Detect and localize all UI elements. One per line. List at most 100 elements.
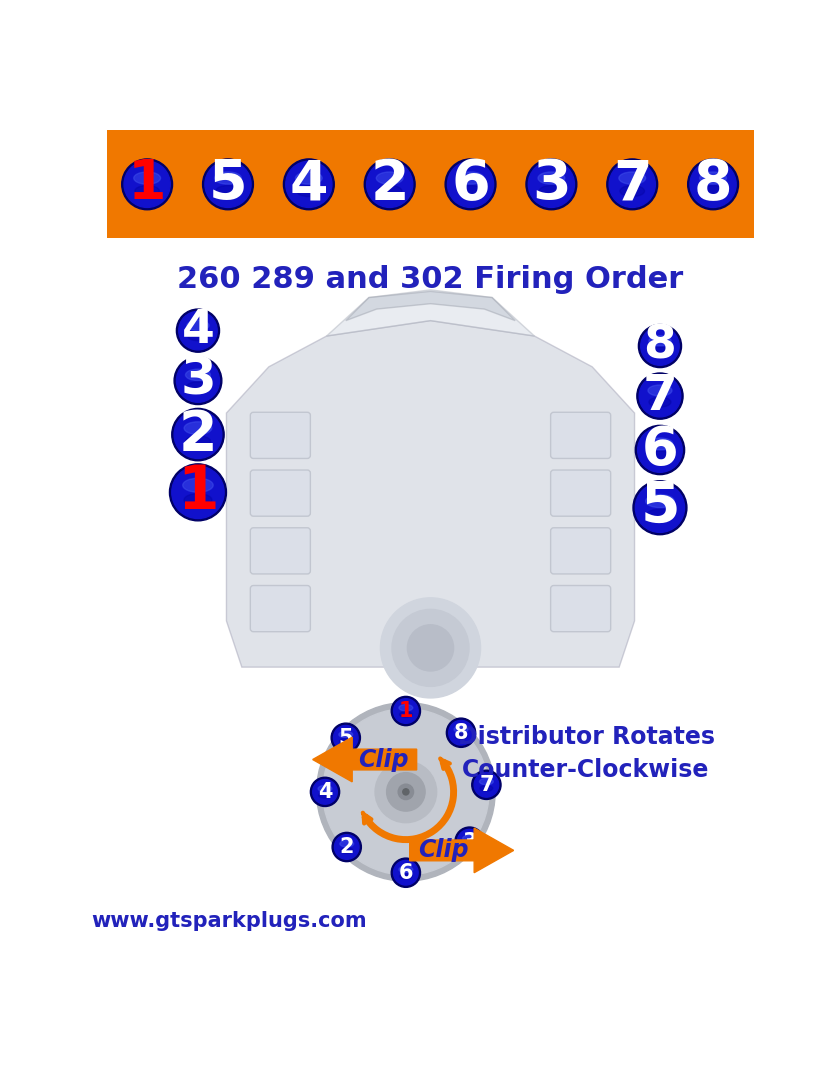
Polygon shape: [410, 828, 514, 873]
Text: 8: 8: [454, 723, 468, 742]
Ellipse shape: [394, 699, 418, 723]
Text: 4: 4: [318, 782, 333, 802]
Ellipse shape: [457, 829, 482, 854]
Text: 1: 1: [128, 158, 166, 211]
Ellipse shape: [648, 336, 671, 346]
Text: 5: 5: [640, 480, 680, 535]
Ellipse shape: [399, 866, 412, 873]
Ellipse shape: [366, 161, 412, 208]
Ellipse shape: [400, 873, 412, 879]
Ellipse shape: [188, 332, 208, 341]
Text: 1: 1: [177, 463, 218, 522]
Ellipse shape: [635, 483, 685, 533]
Ellipse shape: [333, 725, 358, 750]
Ellipse shape: [340, 840, 354, 847]
Ellipse shape: [638, 325, 681, 367]
Text: 7: 7: [479, 775, 494, 795]
FancyBboxPatch shape: [250, 586, 311, 632]
Ellipse shape: [538, 172, 564, 184]
Ellipse shape: [186, 370, 211, 380]
Text: 8: 8: [643, 324, 676, 368]
FancyBboxPatch shape: [551, 586, 611, 632]
Text: 5: 5: [339, 728, 353, 748]
Ellipse shape: [365, 159, 415, 210]
Ellipse shape: [183, 478, 213, 492]
Ellipse shape: [176, 359, 219, 402]
Text: 2: 2: [179, 408, 218, 462]
Ellipse shape: [124, 161, 171, 208]
Ellipse shape: [311, 777, 339, 807]
Ellipse shape: [606, 159, 658, 210]
Ellipse shape: [638, 427, 682, 473]
Ellipse shape: [332, 833, 361, 862]
FancyBboxPatch shape: [250, 470, 311, 516]
Circle shape: [323, 709, 489, 875]
Ellipse shape: [609, 161, 655, 208]
Ellipse shape: [539, 186, 564, 197]
FancyBboxPatch shape: [250, 412, 311, 459]
Ellipse shape: [454, 734, 467, 739]
Ellipse shape: [637, 373, 683, 420]
Ellipse shape: [391, 697, 421, 726]
Text: 2: 2: [370, 158, 409, 211]
Polygon shape: [312, 737, 417, 782]
Text: 8: 8: [694, 158, 732, 211]
Ellipse shape: [459, 186, 483, 197]
Ellipse shape: [635, 425, 685, 475]
Ellipse shape: [184, 493, 212, 507]
Ellipse shape: [463, 835, 476, 841]
Text: 6: 6: [451, 158, 490, 211]
Ellipse shape: [339, 738, 352, 745]
FancyBboxPatch shape: [250, 528, 311, 574]
Ellipse shape: [283, 159, 334, 210]
Text: 6: 6: [399, 863, 413, 883]
Text: 260 289 and 302 Firing Order: 260 289 and 302 Firing Order: [177, 265, 684, 295]
Ellipse shape: [647, 438, 673, 450]
Ellipse shape: [633, 480, 687, 535]
Ellipse shape: [186, 382, 209, 392]
Ellipse shape: [639, 375, 680, 417]
Bar: [108, 130, 754, 238]
Ellipse shape: [391, 858, 421, 887]
Text: 1: 1: [399, 701, 413, 721]
Circle shape: [402, 701, 411, 710]
Ellipse shape: [339, 732, 353, 738]
Ellipse shape: [648, 385, 672, 396]
Ellipse shape: [526, 159, 577, 210]
Ellipse shape: [472, 771, 501, 799]
FancyBboxPatch shape: [551, 470, 611, 516]
Circle shape: [315, 787, 324, 797]
Ellipse shape: [474, 773, 499, 797]
Text: 5: 5: [208, 158, 247, 211]
Text: www.gtsparkplugs.com: www.gtsparkplugs.com: [91, 911, 366, 932]
Circle shape: [407, 625, 454, 671]
Circle shape: [340, 726, 349, 736]
Ellipse shape: [463, 842, 476, 848]
Circle shape: [392, 610, 469, 686]
Ellipse shape: [449, 721, 473, 745]
Ellipse shape: [445, 159, 496, 210]
Ellipse shape: [318, 786, 332, 791]
Ellipse shape: [296, 172, 323, 184]
Circle shape: [487, 787, 496, 797]
Circle shape: [381, 598, 480, 698]
Ellipse shape: [690, 161, 736, 208]
Ellipse shape: [688, 159, 738, 210]
Circle shape: [317, 702, 496, 882]
Text: Distributor Rotates
Counter-Clockwise: Distributor Rotates Counter-Clockwise: [458, 725, 715, 783]
Text: 7: 7: [643, 372, 677, 420]
Ellipse shape: [700, 172, 727, 184]
Text: Clip: Clip: [358, 748, 408, 772]
Ellipse shape: [619, 172, 646, 184]
FancyBboxPatch shape: [551, 528, 611, 574]
Circle shape: [340, 848, 349, 858]
Circle shape: [386, 773, 425, 811]
Ellipse shape: [135, 186, 160, 197]
Ellipse shape: [448, 161, 494, 208]
Text: 3: 3: [532, 158, 570, 211]
Circle shape: [375, 761, 437, 823]
Text: 3: 3: [180, 355, 216, 405]
Ellipse shape: [172, 409, 224, 461]
Ellipse shape: [331, 723, 360, 752]
Ellipse shape: [647, 509, 673, 521]
